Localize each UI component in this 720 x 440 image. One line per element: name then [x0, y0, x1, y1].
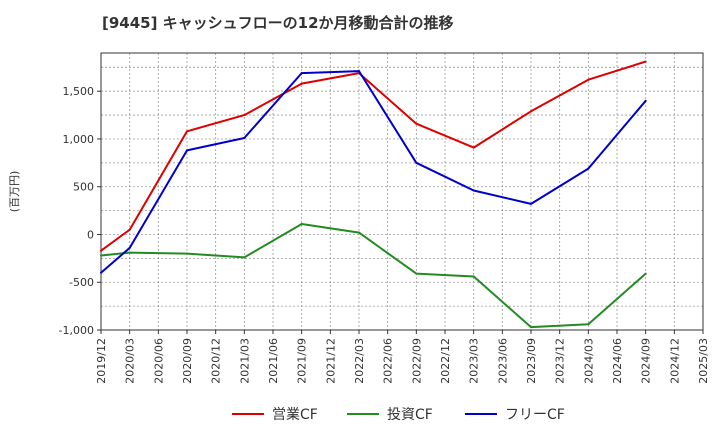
- data-point: [587, 323, 590, 326]
- axes: -1,000 -500 0 500 1,000 1,500 2019/12 2020/03 20…: [8, 52, 710, 384]
- data-point: [415, 122, 418, 125]
- y-tick-label: 1,000: [63, 133, 95, 146]
- data-point: [415, 161, 418, 164]
- y-tick-label: 500: [73, 181, 94, 194]
- y-tick-label: 0: [87, 228, 94, 241]
- x-tick-label: 2023/06: [496, 338, 509, 384]
- x-tick-label: 2022/06: [382, 338, 395, 384]
- data-point: [100, 249, 102, 252]
- x-tick-label: 2024/12: [668, 338, 681, 384]
- data-point: [300, 82, 303, 85]
- legend-label: 投資CF: [387, 407, 433, 423]
- x-tick-label: 2025/03: [697, 338, 710, 384]
- x-tick-label: 2020/09: [181, 338, 194, 384]
- x-tick-label: 2022/09: [410, 338, 423, 384]
- x-tick-label: 2019/12: [95, 338, 108, 384]
- data-point: [530, 110, 532, 113]
- data-point: [472, 189, 475, 192]
- data-point: [358, 70, 360, 73]
- data-point: [300, 222, 303, 225]
- x-tick-label: 2024/03: [582, 338, 595, 384]
- y-axis-label: (百万円): [8, 171, 21, 213]
- data-point: [300, 72, 303, 75]
- data-point: [186, 130, 188, 133]
- series-lines: [100, 60, 647, 329]
- data-point: [128, 251, 131, 254]
- data-point: [100, 254, 102, 257]
- x-tick-label: 2023/12: [554, 338, 567, 384]
- x-tick-label: 2020/06: [152, 338, 165, 384]
- data-point: [128, 246, 131, 249]
- data-point: [530, 202, 532, 205]
- data-point: [587, 167, 590, 170]
- y-tick-label: 1,500: [63, 85, 95, 98]
- data-point: [186, 149, 188, 152]
- x-tick-label: 2024/09: [640, 338, 653, 384]
- x-tick-label: 2020/03: [124, 338, 137, 384]
- grid: [100, 53, 704, 331]
- data-point: [100, 271, 102, 274]
- x-tick-label: 2020/12: [210, 338, 223, 384]
- plot-frame: [100, 52, 704, 331]
- x-tick-label: 2023/03: [468, 338, 481, 384]
- plot-area: [101, 53, 703, 330]
- x-tick-label: 2023/09: [525, 338, 538, 384]
- data-point: [644, 272, 647, 275]
- data-point: [243, 256, 246, 259]
- data-point: [186, 252, 188, 255]
- data-point: [644, 99, 647, 102]
- data-point: [243, 137, 246, 140]
- data-point: [530, 326, 532, 329]
- legend-label: フリーCF: [505, 407, 565, 423]
- data-point: [415, 272, 418, 275]
- data-point: [644, 60, 647, 63]
- data-point: [358, 231, 360, 234]
- y-tick-label: -1,000: [59, 324, 94, 337]
- data-point: [472, 275, 475, 278]
- legend: 営業CF 投資CF フリーCF: [232, 407, 565, 423]
- x-tick-label: 2021/06: [267, 338, 280, 384]
- x-tick-label: 2022/03: [353, 338, 366, 384]
- x-tick-label: 2022/12: [439, 338, 452, 384]
- data-point: [128, 228, 131, 231]
- data-point: [472, 146, 475, 149]
- data-point: [243, 114, 246, 117]
- chart-title: [9445] キャッシュフローの12か月移動合計の推移: [102, 14, 454, 32]
- legend-label: 営業CF: [272, 407, 318, 423]
- y-tick-label: -500: [69, 276, 94, 289]
- x-tick-label: 2021/09: [296, 338, 309, 384]
- x-tick-label: 2021/03: [238, 338, 251, 384]
- x-tick-label: 2021/12: [324, 338, 337, 384]
- data-point: [587, 78, 590, 81]
- x-tick-label: 2024/06: [611, 338, 624, 384]
